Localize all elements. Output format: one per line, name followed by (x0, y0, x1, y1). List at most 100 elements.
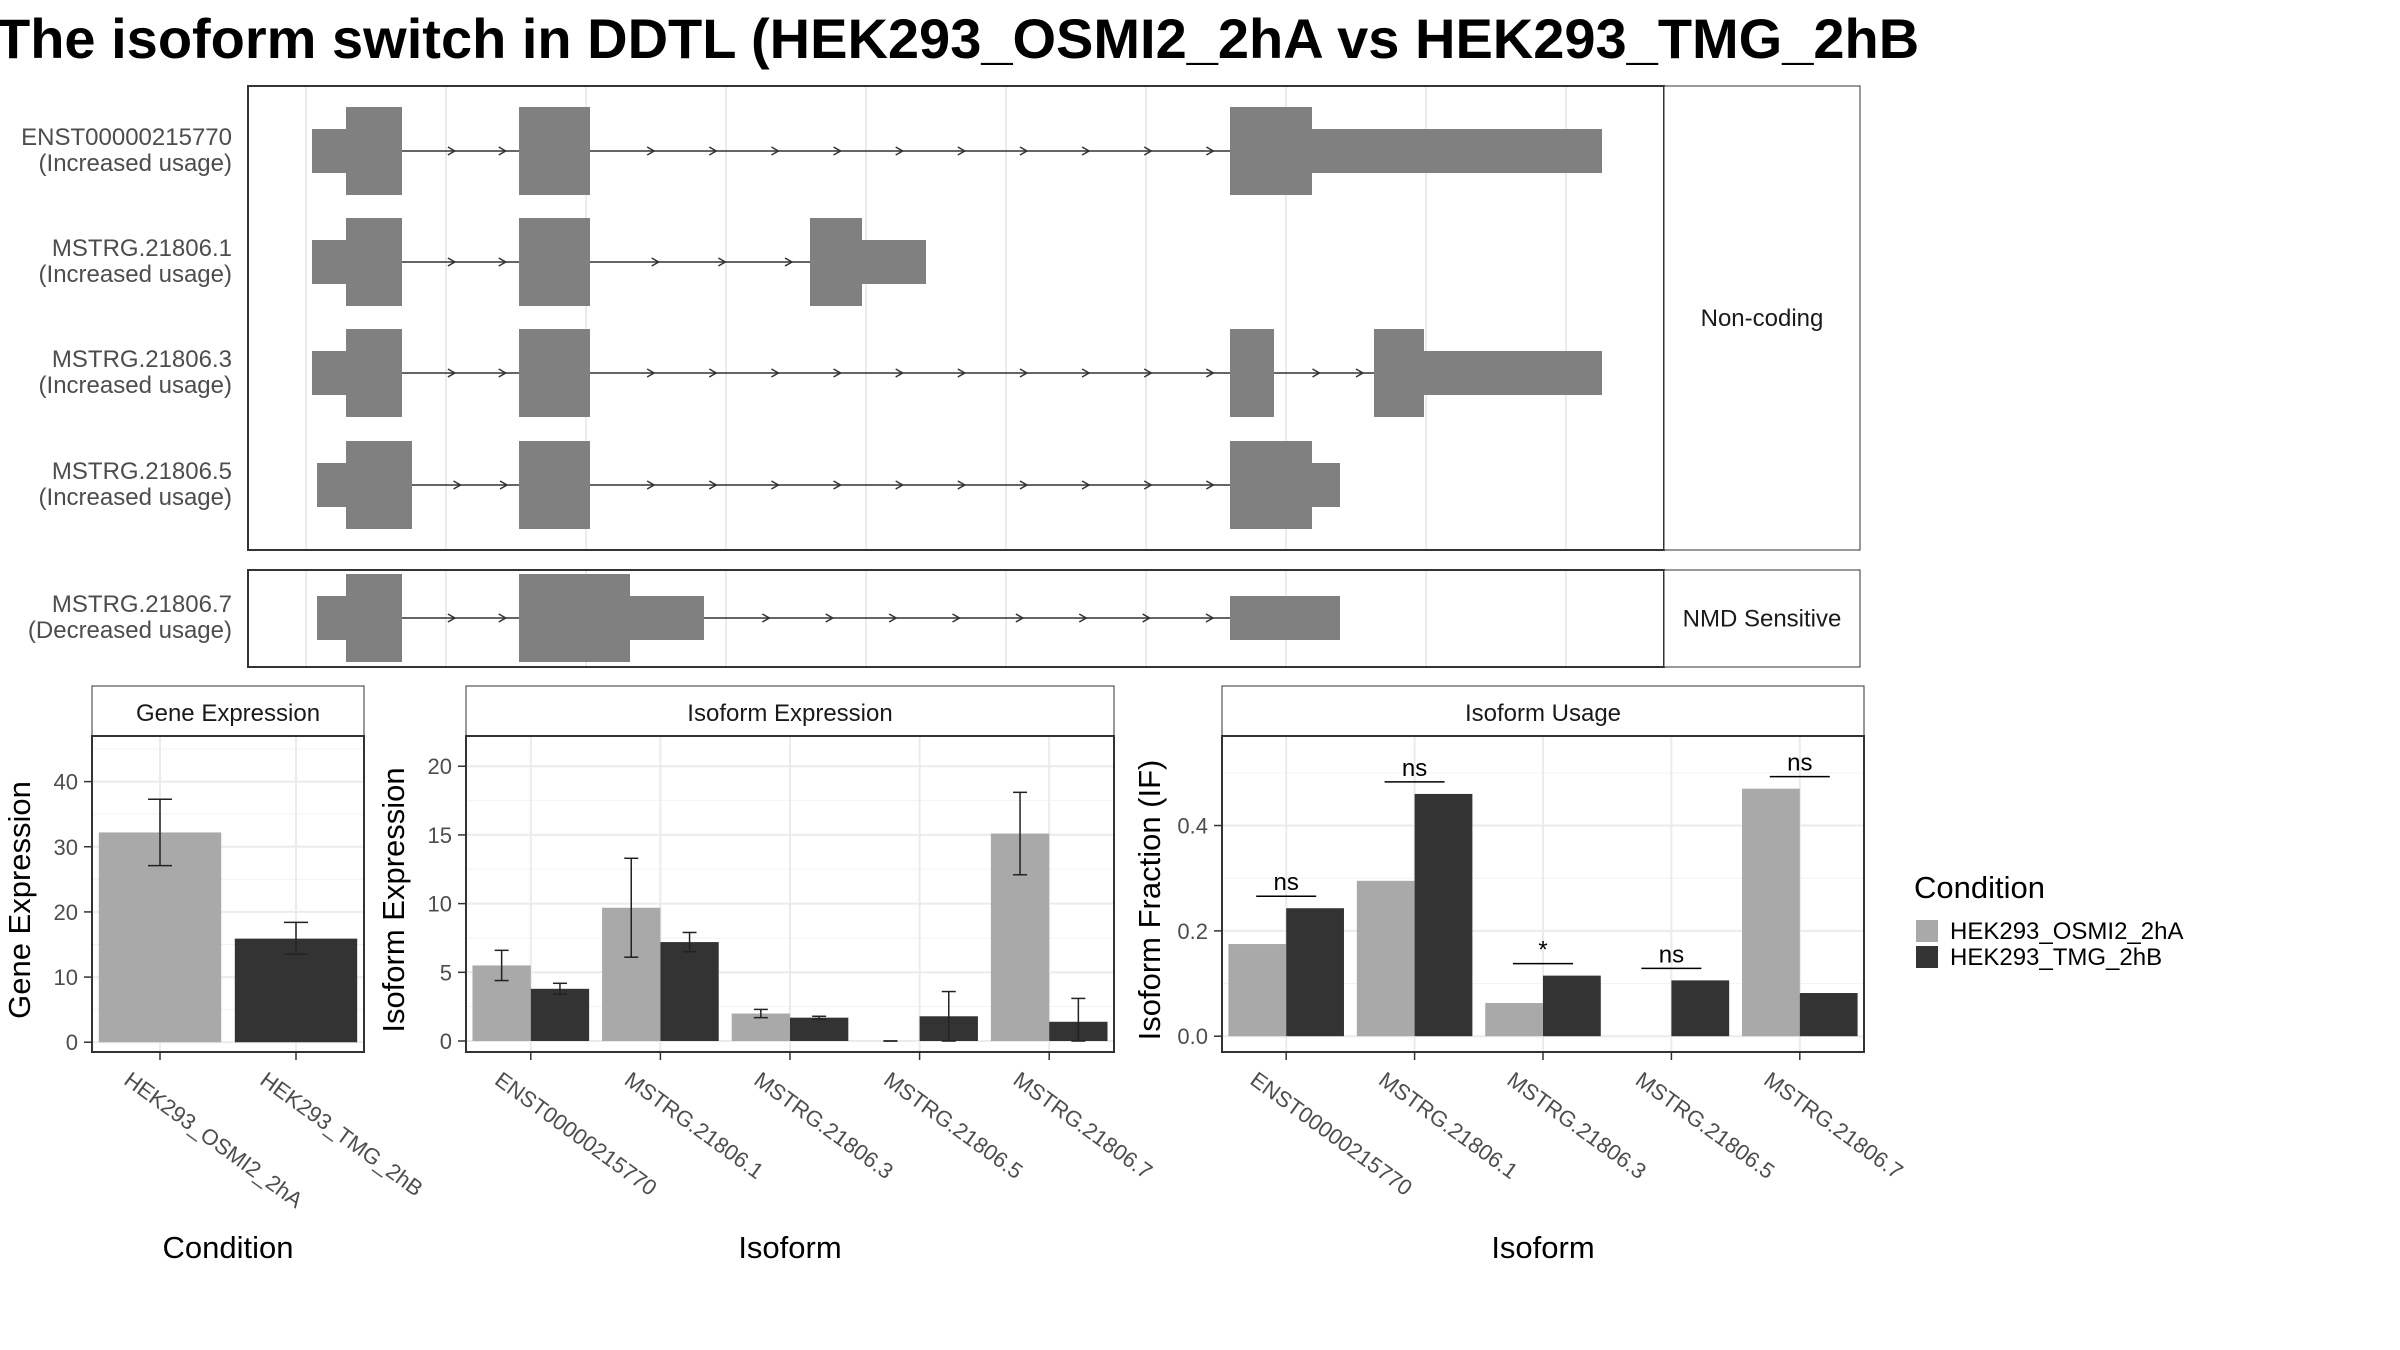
x-tick-label: MSTRG.21806.7 (1759, 1067, 1907, 1184)
exon-block (519, 574, 630, 662)
exon-block (519, 329, 590, 417)
x-tick-label: MSTRG.21806.7 (1009, 1067, 1157, 1184)
bar-HEK293_OSMI2_2hA (1356, 880, 1415, 1037)
intron-arrow (1081, 480, 1091, 490)
legend-label: HEK293_OSMI2_2hA (1950, 918, 2183, 945)
intron-arrow (1205, 480, 1215, 490)
facet-strip (1221, 685, 1865, 737)
intron-arrow (957, 480, 967, 490)
group-strip-label: NMD Sensitive (1683, 606, 1842, 633)
exon-block (862, 240, 926, 284)
bar-HEK293_TMG_2hB (234, 938, 358, 1043)
facet-strip-title: Gene Expression (136, 700, 320, 727)
y-axis-title: Isoform Expression (376, 767, 411, 1032)
intron-arrow (895, 480, 905, 490)
facet-strip-title: Isoform Expression (687, 700, 892, 727)
isoform-label: MSTRG.21806.1 (52, 235, 232, 262)
intron-arrow (952, 613, 962, 623)
y-tick-label: 20 (54, 900, 78, 925)
exon-block (1230, 596, 1340, 640)
bar-HEK293_OSMI2_2hA (1485, 1003, 1543, 1037)
intron-arrow (498, 257, 508, 267)
group-strip-label: Non-coding (1701, 305, 1824, 332)
y-tick-label: 0.2 (1177, 919, 1208, 944)
intron-arrow (708, 480, 718, 490)
intron-arrow (646, 146, 656, 156)
significance-label: * (1538, 937, 1547, 964)
exon-block (519, 107, 590, 195)
isoform-label: MSTRG.21806.7 (52, 591, 232, 618)
intron-arrow (888, 613, 898, 623)
intron-arrow (895, 368, 905, 378)
intron-arrow (1143, 146, 1153, 156)
intron-arrow (498, 368, 508, 378)
intron-arrow (646, 368, 656, 378)
intron-arrow (453, 480, 463, 490)
x-tick-label: MSTRG.21806.3 (750, 1067, 898, 1184)
exon-block (1312, 463, 1340, 507)
intron-arrow (825, 613, 835, 623)
intron-arrow (1078, 613, 1088, 623)
intron-arrow (771, 368, 780, 378)
y-tick-label: 10 (428, 892, 452, 917)
intron-arrow (1312, 368, 1321, 378)
significance-label: ns (1402, 755, 1427, 782)
intron-arrow (1015, 613, 1025, 623)
y-axis-title: Isoform Fraction (IF) (1132, 760, 1167, 1041)
isoform-label: MSTRG.21806.5 (52, 458, 232, 485)
isoform-usage-label: (Increased usage) (39, 261, 232, 288)
bar-HEK293_OSMI2_2hA (1228, 944, 1287, 1037)
intron-arrow (1081, 146, 1091, 156)
intron-arrow (499, 480, 509, 490)
intron-arrow (957, 368, 967, 378)
significance-label: ns (1659, 941, 1684, 968)
legend-swatch (1916, 946, 1938, 968)
x-tick-label: MSTRG.21806.5 (879, 1067, 1027, 1184)
x-axis-title: Condition (163, 1230, 294, 1265)
exon-block (312, 351, 346, 395)
y-tick-label: 5 (440, 960, 452, 985)
exon-block (317, 463, 346, 507)
intron-arrow (1143, 368, 1153, 378)
y-tick-label: 15 (428, 823, 452, 848)
y-tick-label: 0.4 (1177, 814, 1208, 839)
bar-chart-panels: Gene Expression010203040HEK293_OSMI2_2hA… (2, 685, 1908, 1265)
intron-arrow (717, 257, 727, 267)
y-tick-label: 0 (440, 1029, 452, 1054)
exon-block (519, 218, 590, 306)
intron-arrow (447, 146, 457, 156)
exon-block (810, 218, 862, 306)
intron-arrow (833, 368, 843, 378)
bar-HEK293_TMG_2hB (1543, 975, 1601, 1037)
legend-swatch (1916, 920, 1938, 942)
exon-block (630, 596, 704, 640)
exon-block (1424, 351, 1602, 395)
exon-block (317, 596, 346, 640)
intron-arrow (895, 146, 905, 156)
bar-HEK293_TMG_2hB (1414, 793, 1473, 1037)
group-strip (1663, 569, 1861, 668)
intron-arrow (833, 480, 843, 490)
intron-arrow (771, 480, 780, 490)
intron-arrow (762, 613, 771, 623)
exon-block (346, 441, 412, 529)
x-tick-label: MSTRG.21806.3 (1503, 1067, 1651, 1184)
bar-HEK293_TMG_2hB (1799, 993, 1858, 1037)
exon-block (1230, 441, 1312, 529)
exon-block (312, 129, 346, 173)
intron-arrow (833, 146, 843, 156)
legend-label: HEK293_TMG_2hB (1950, 944, 2162, 971)
intron-arrow (447, 257, 457, 267)
intron-arrow (1143, 480, 1153, 490)
intron-arrow (784, 257, 794, 267)
intron-arrow (651, 257, 661, 267)
significance-label: ns (1274, 869, 1299, 896)
intron-arrow (1205, 146, 1215, 156)
y-tick-label: 0 (66, 1030, 78, 1055)
exon-block (1312, 129, 1602, 173)
intron-arrow (498, 146, 508, 156)
intron-arrow (708, 146, 718, 156)
exon-block (1374, 329, 1424, 417)
